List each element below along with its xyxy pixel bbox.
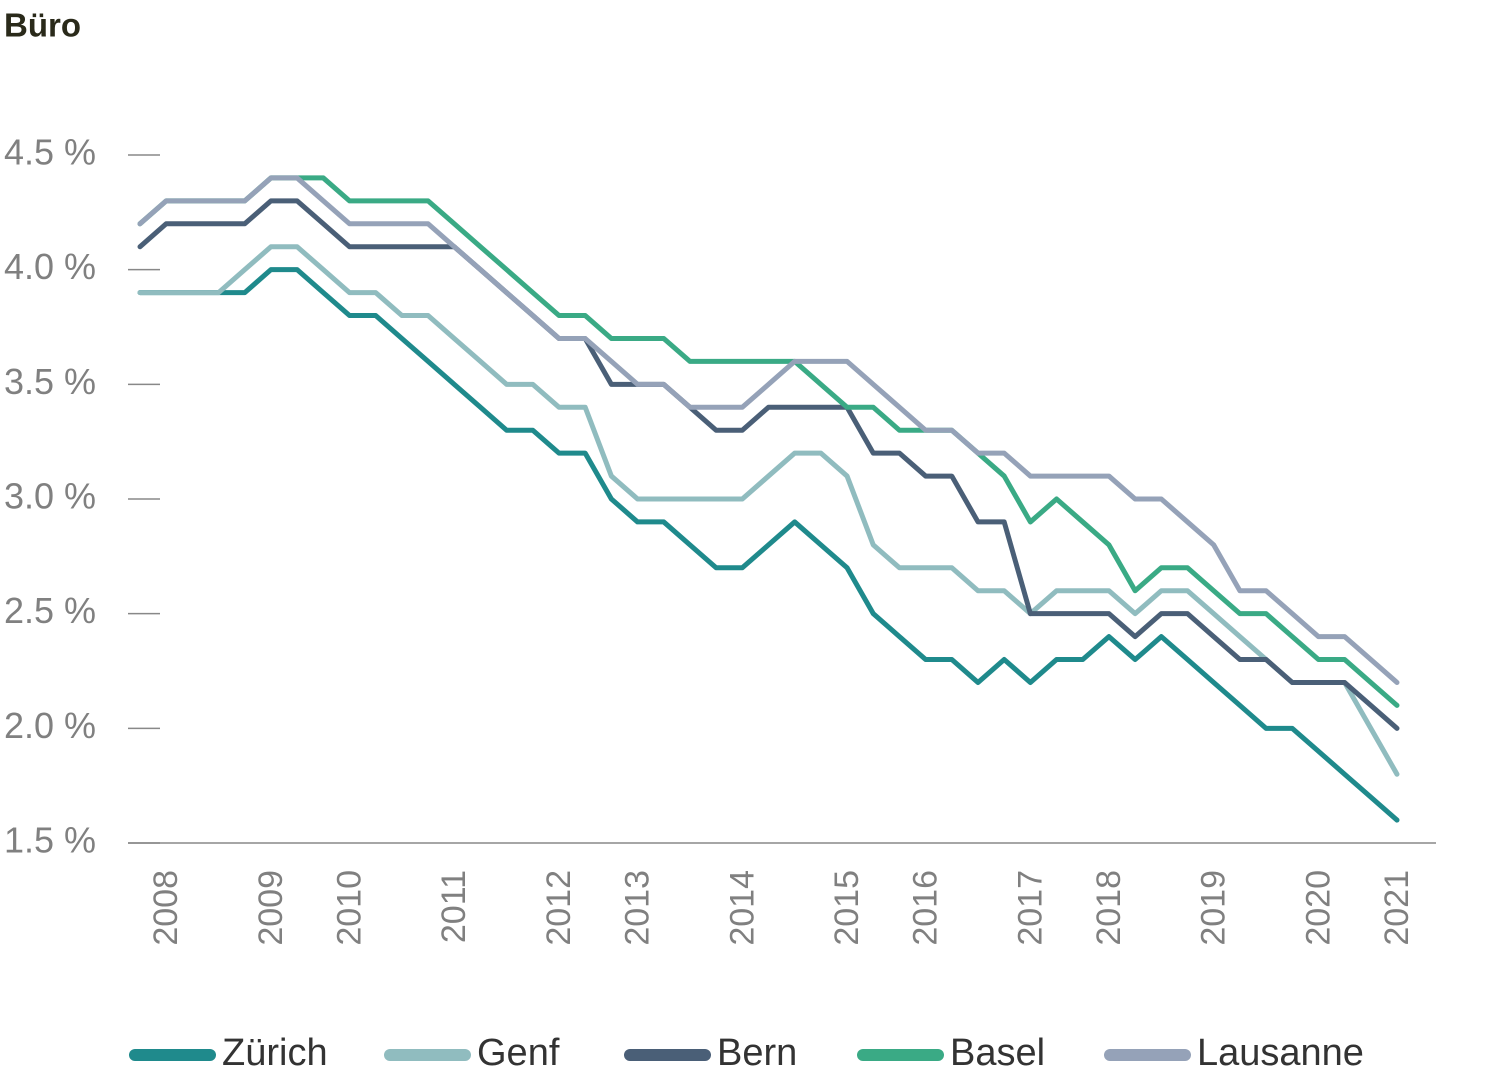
x-tick-label: 2017 — [1011, 870, 1049, 946]
legend-label: Zürich — [222, 1032, 328, 1074]
y-tick-label: 1.5 % — [4, 820, 96, 861]
x-tick-label: 2018 — [1090, 870, 1128, 946]
series-line — [137, 198, 1400, 731]
chart-title: Büro — [4, 7, 81, 44]
x-tick-label: 2013 — [619, 870, 657, 946]
series-line — [137, 244, 1400, 777]
x-tick-label: 2009 — [252, 870, 290, 946]
x-tick-label: 2020 — [1299, 870, 1337, 946]
legend-label: Genf — [477, 1032, 560, 1074]
y-tick-label: 2.0 % — [4, 705, 96, 746]
y-tick-label: 4.5 % — [4, 132, 96, 173]
series-line — [137, 175, 1400, 708]
y-tick-label: 3.0 % — [4, 476, 96, 517]
x-tick-label: 2015 — [828, 870, 866, 946]
y-tick-label: 4.0 % — [4, 246, 96, 287]
x-tick-label: 2014 — [723, 870, 761, 946]
x-tick-label: 2016 — [907, 870, 945, 946]
x-tick-label: 2012 — [540, 870, 578, 946]
y-tick-label: 3.5 % — [4, 361, 96, 402]
x-tick-label: 2010 — [330, 870, 368, 946]
x-tick-label: 2019 — [1195, 870, 1233, 946]
series-line — [137, 267, 1400, 823]
legend-label: Basel — [950, 1032, 1045, 1074]
x-tick-label: 2021 — [1378, 870, 1416, 946]
series-line — [137, 175, 1400, 685]
legend-label: Lausanne — [1197, 1032, 1364, 1074]
x-tick-label: 2008 — [147, 870, 185, 946]
y-tick-label: 2.5 % — [4, 590, 96, 631]
legend-label: Bern — [717, 1032, 797, 1074]
x-tick-label: 2011 — [435, 870, 473, 943]
